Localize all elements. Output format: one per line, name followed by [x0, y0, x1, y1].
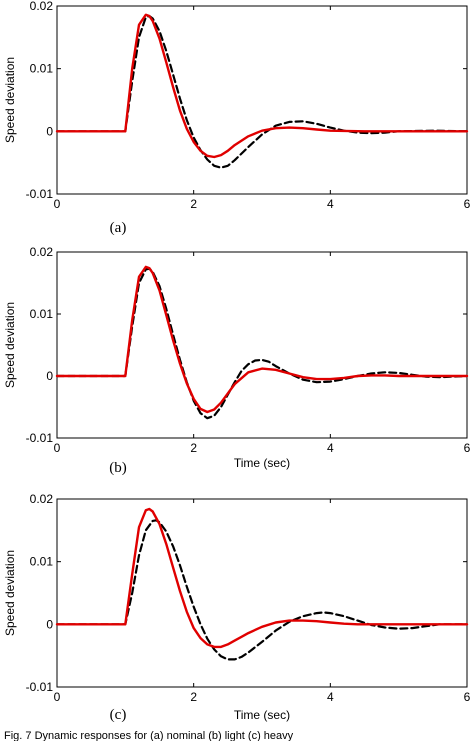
- x-tick-label: 6: [464, 197, 471, 211]
- y-tick-label: -0.01: [26, 187, 54, 201]
- x-axis-label: Time (sec): [234, 708, 290, 722]
- y-tick-label: 0.01: [30, 555, 54, 569]
- x-tick-label: 2: [190, 197, 197, 211]
- x-tick-label: 2: [190, 690, 197, 704]
- y-tick-label: 0: [46, 617, 53, 631]
- x-tick-label: 2: [190, 441, 197, 455]
- x-tick-label: 0: [54, 197, 61, 211]
- plot-frame: [56, 5, 468, 195]
- plot-frame: [56, 251, 468, 439]
- panel-label: (b): [109, 460, 127, 476]
- x-tick-label: 4: [327, 197, 334, 211]
- panel-label: (c): [110, 707, 127, 723]
- x-tick-label: 0: [54, 441, 61, 455]
- y-axis-label: Speed deviation: [3, 550, 17, 636]
- y-tick-label: -0.01: [26, 680, 54, 694]
- y-tick-label: 0.02: [30, 0, 54, 13]
- y-tick-label: 0.02: [30, 245, 54, 259]
- panel-label: (a): [110, 220, 127, 236]
- x-tick-label: 4: [327, 441, 334, 455]
- y-tick-label: -0.01: [26, 431, 54, 445]
- y-axis-label: Speed deviation: [3, 302, 17, 388]
- x-tick-label: 6: [464, 441, 471, 455]
- figure-caption: Fig. 7 Dynamic responses for (a) nominal…: [4, 730, 294, 741]
- y-tick-label: 0: [46, 124, 53, 138]
- y-axis-label: Speed deviation: [3, 57, 17, 143]
- y-tick-label: 0.01: [30, 62, 54, 76]
- y-tick-label: 0.02: [30, 492, 54, 506]
- solid-series-line: [55, 13, 469, 159]
- x-tick-label: 4: [327, 690, 334, 704]
- solid-series-line: [55, 507, 469, 649]
- solid-series-line: [55, 265, 469, 414]
- x-tick-label: 0: [54, 690, 61, 704]
- y-tick-label: 0: [46, 369, 53, 383]
- plot-frame: [56, 498, 468, 688]
- x-tick-label: 6: [464, 690, 471, 704]
- y-tick-label: 0.01: [30, 307, 54, 321]
- x-axis-label: Time (sec): [234, 456, 290, 470]
